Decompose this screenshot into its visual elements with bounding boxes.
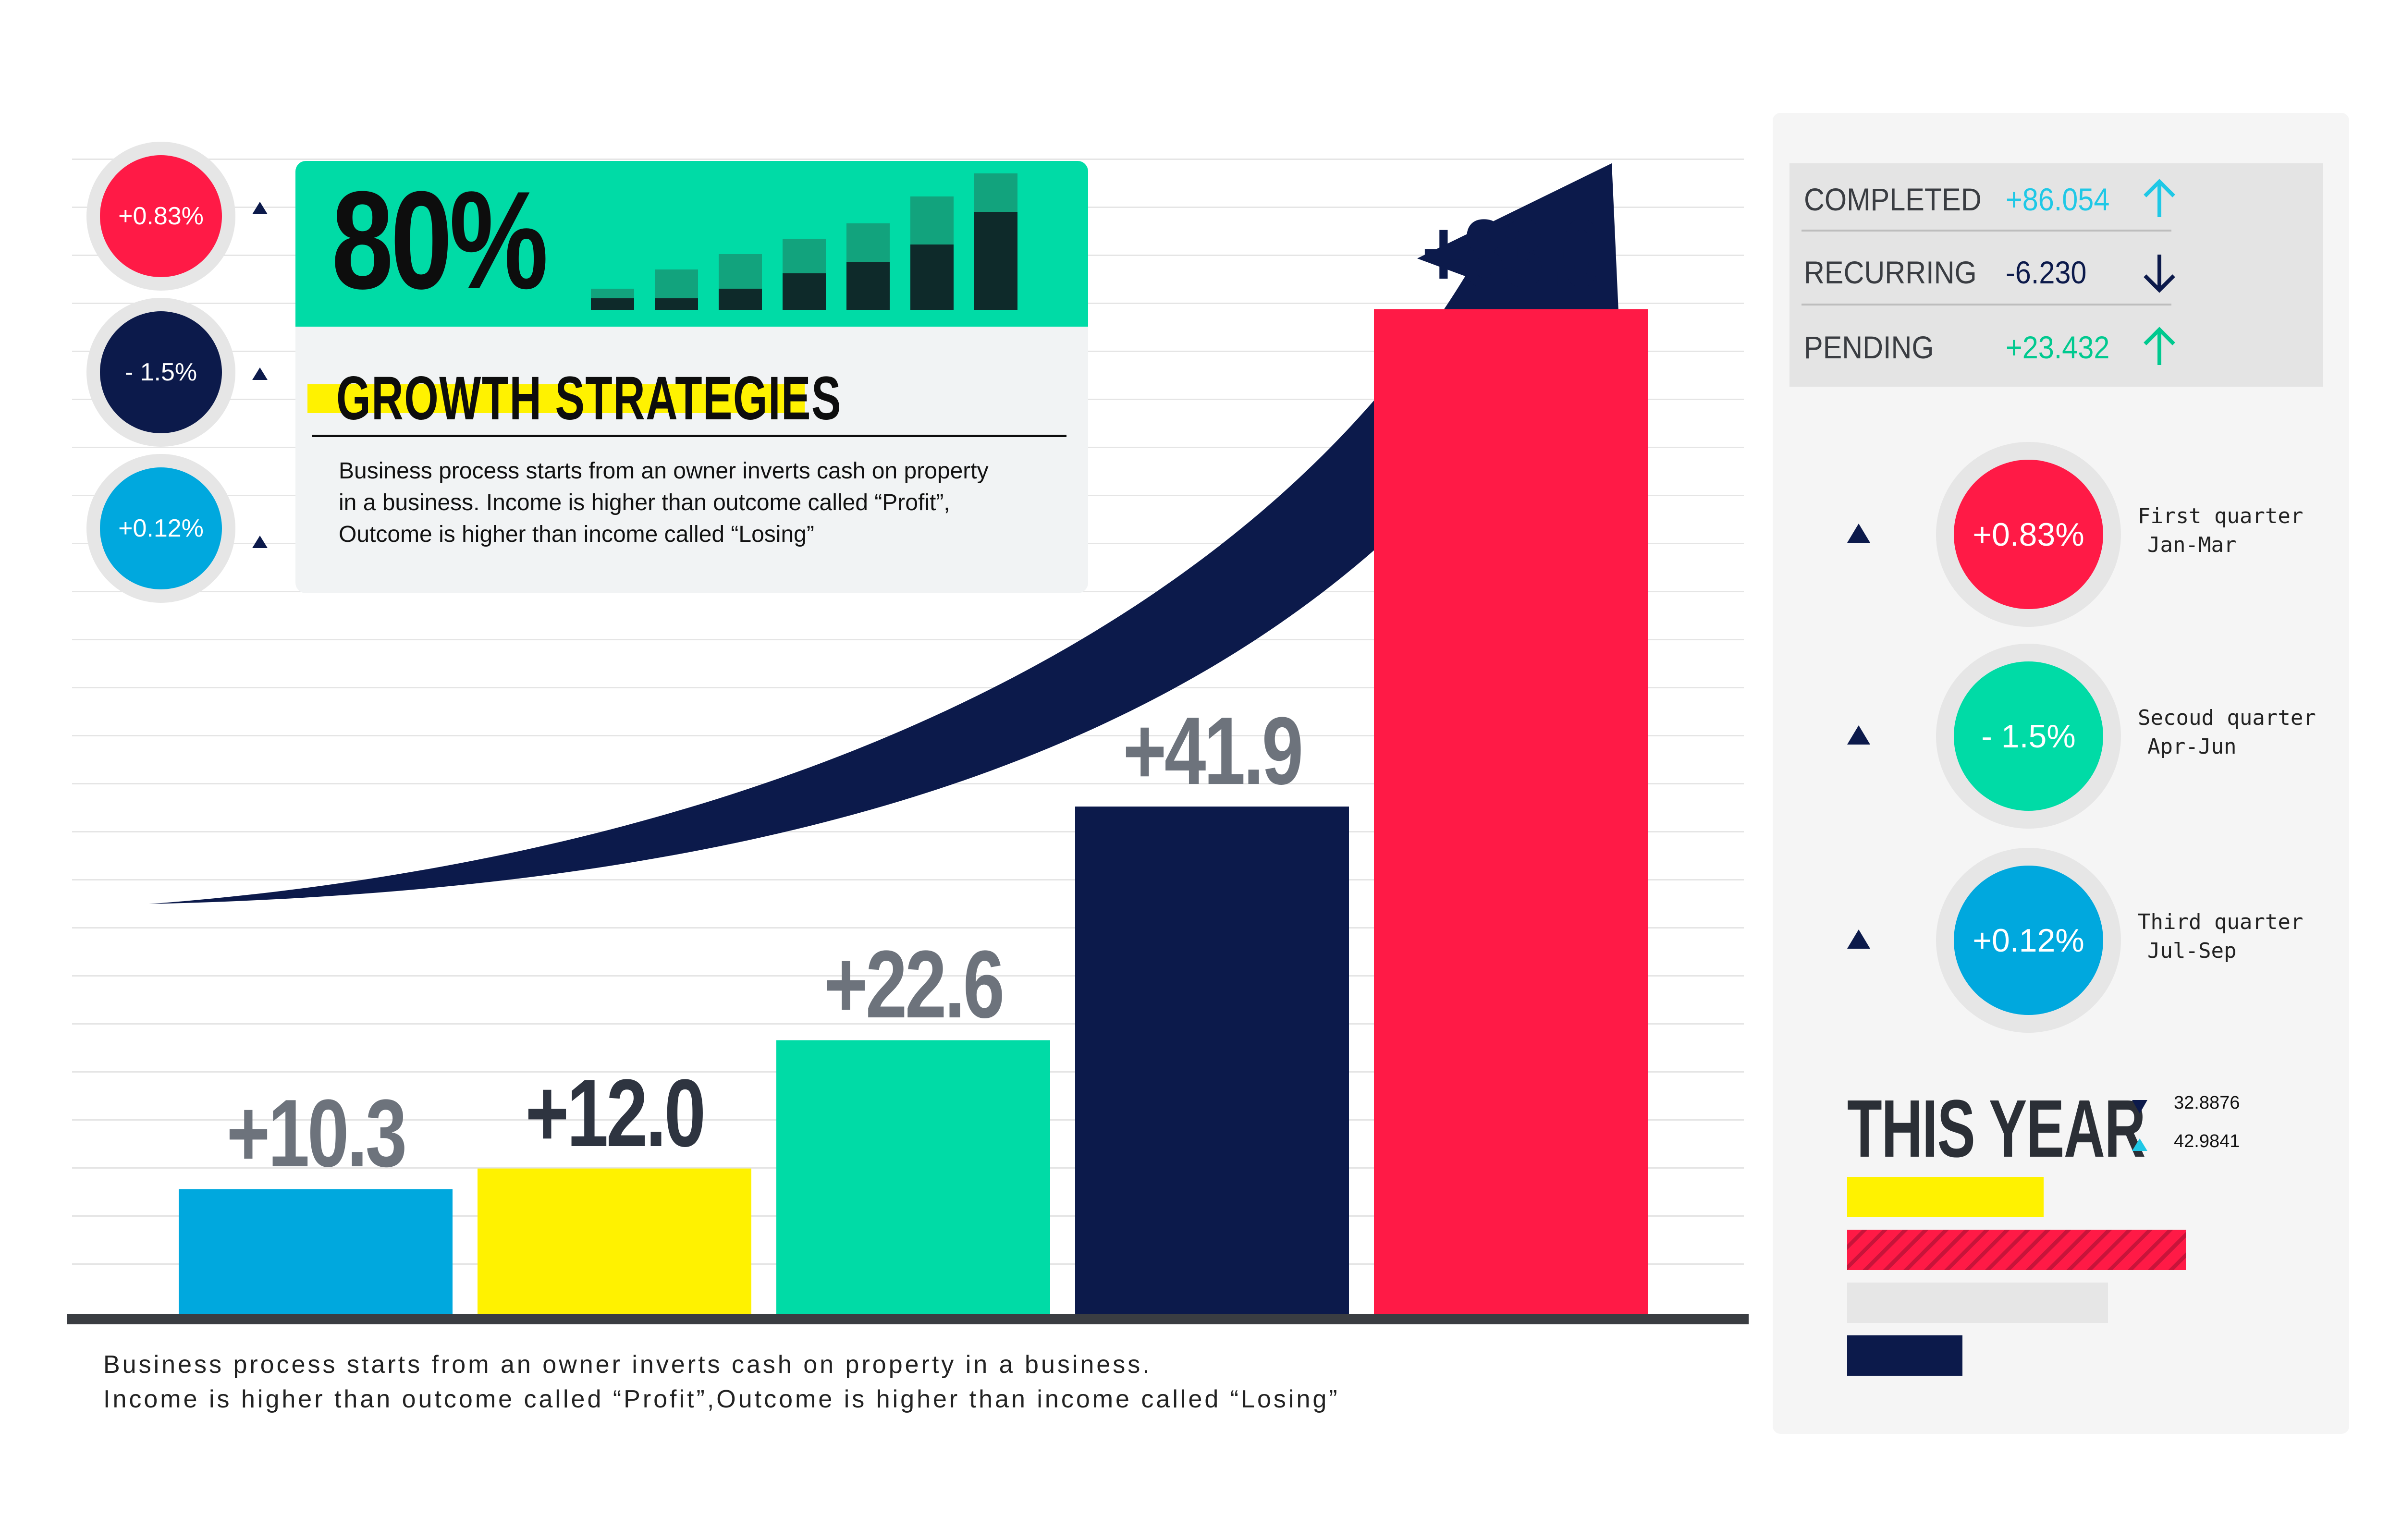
stat-value: -6.230 (2006, 255, 2087, 290)
headline-title: GROWTH STRATEGIES (336, 364, 842, 433)
mini-bar-dark (655, 298, 698, 310)
gridline (72, 687, 1744, 688)
up-triangle-icon (2132, 1138, 2147, 1151)
mini-bar (591, 289, 634, 298)
bar-3 (1075, 807, 1349, 1314)
stat-label: PENDING (1804, 330, 1934, 365)
bar-0 (179, 1189, 453, 1314)
footer-line: Income is higher than outcome called “Pr… (103, 1385, 1340, 1413)
mini-bar (846, 223, 890, 262)
footer-text: Business process starts from an owner in… (103, 1347, 1340, 1417)
badge-negative-15: - 1.5% (100, 311, 222, 433)
stat-value: +23.432 (2006, 330, 2110, 365)
this-year-title: THIS YEAR (1847, 1083, 2145, 1174)
growth-arrow-icon (149, 163, 1621, 904)
main-bar-chart (179, 309, 1648, 1314)
title-highlight (307, 384, 805, 413)
up-triangle-icon (1847, 524, 1870, 543)
up-triangle-icon (252, 536, 268, 548)
mini-bar-dark (910, 244, 954, 310)
bar-value-label: +83.0 (1422, 200, 1602, 307)
stat-row-completed: COMPLETED +86.054 (1804, 163, 2179, 235)
mini-bar-dark (591, 298, 634, 310)
gridline (72, 1023, 1744, 1025)
up-triangle-icon (252, 367, 268, 380)
this-year-down-value: 32.8876 (2174, 1093, 2240, 1113)
chart-baseline (67, 1314, 1749, 1324)
description-line: in a business. Income is higher than out… (339, 490, 950, 515)
stats-box (1789, 163, 2323, 387)
quarter-label: First quarter Jan-Mar (2138, 502, 2303, 560)
quarter-badge: +0.12% (1954, 866, 2103, 1015)
bar-value-label: +41.9 (1123, 697, 1303, 805)
stat-label: RECURRING (1804, 255, 1977, 290)
quarter-name: First quarter (2138, 504, 2304, 528)
title-underline (312, 435, 1066, 437)
stats-divider (1802, 230, 2171, 232)
bar-value-label: +12.0 (525, 1059, 706, 1167)
this-year-bar (1847, 1335, 1962, 1376)
up-triangle-icon (1847, 725, 1870, 745)
this-year-bar (1847, 1177, 2044, 1217)
quarter-badge: - 1.5% (1954, 661, 2103, 811)
description-line: Business process starts from an owner in… (339, 458, 989, 484)
headline-percent: 80% (331, 162, 549, 318)
mini-bar-dark (974, 212, 1017, 310)
this-year-bar (1847, 1283, 2108, 1323)
quarter-range: Jul-Sep (2147, 939, 2237, 963)
quarter-range: Apr-Jun (2147, 734, 2237, 759)
bar-value-label: +22.6 (824, 931, 1005, 1039)
stats-divider (1802, 304, 2171, 306)
quarter-label: Third quarter Jul-Sep (2138, 908, 2303, 966)
stat-row-pending: PENDING +23.432 (1804, 311, 2179, 383)
quarter-range: Jan-Mar (2147, 533, 2237, 557)
quarter-label: Secoud quarter Apr-Jun (2138, 704, 2316, 761)
mini-bar-chart (591, 171, 1023, 310)
gridline (72, 639, 1744, 640)
quarter-badge: +0.83% (1954, 460, 2103, 609)
quarter-name: Third quarter (2138, 910, 2304, 934)
mini-bar-dark (783, 273, 826, 310)
gridline (72, 879, 1744, 880)
description-line: Outcome is higher than income called “Lo… (339, 522, 814, 547)
mini-bar (783, 239, 826, 273)
gridline (72, 927, 1744, 929)
gridline (72, 831, 1744, 832)
arrow-up-icon (2144, 179, 2175, 217)
stat-label: COMPLETED (1804, 182, 1982, 217)
badge-positive-012: +0.12% (100, 467, 222, 589)
gridline (72, 975, 1744, 977)
footer-line: Business process starts from an owner in… (103, 1351, 1152, 1379)
up-triangle-icon (1847, 929, 1870, 949)
bar-4 (1374, 309, 1648, 1314)
mini-bar-dark (846, 262, 890, 310)
this-year-bar (1847, 1230, 2186, 1270)
up-triangle-icon (252, 202, 268, 214)
headline-description: Business process starts from an owner in… (339, 455, 989, 550)
mini-bar-dark (719, 289, 762, 310)
bar-value-label: +10.3 (226, 1080, 407, 1187)
this-year-up-value: 42.9841 (2174, 1131, 2240, 1151)
bar-2 (776, 1040, 1050, 1314)
quarter-name: Secoud quarter (2138, 706, 2316, 730)
mini-bar (974, 173, 1017, 212)
down-triangle-icon (2132, 1100, 2147, 1113)
mini-bar (719, 254, 762, 289)
arrow-down-icon (2144, 255, 2175, 293)
arrow-up-icon (2144, 327, 2175, 365)
gridline (72, 159, 1744, 160)
stat-value: +86.054 (2006, 182, 2110, 217)
mini-bar (655, 269, 698, 298)
mini-bar (910, 196, 954, 244)
stat-row-recurring: RECURRING -6.230 (1804, 236, 2179, 308)
badge-positive-083: +0.83% (100, 155, 222, 277)
bar-1 (478, 1168, 751, 1314)
